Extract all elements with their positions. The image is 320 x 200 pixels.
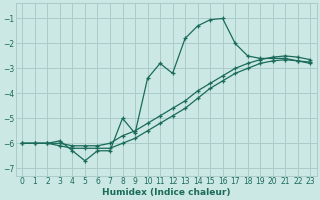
X-axis label: Humidex (Indice chaleur): Humidex (Indice chaleur) bbox=[102, 188, 231, 197]
